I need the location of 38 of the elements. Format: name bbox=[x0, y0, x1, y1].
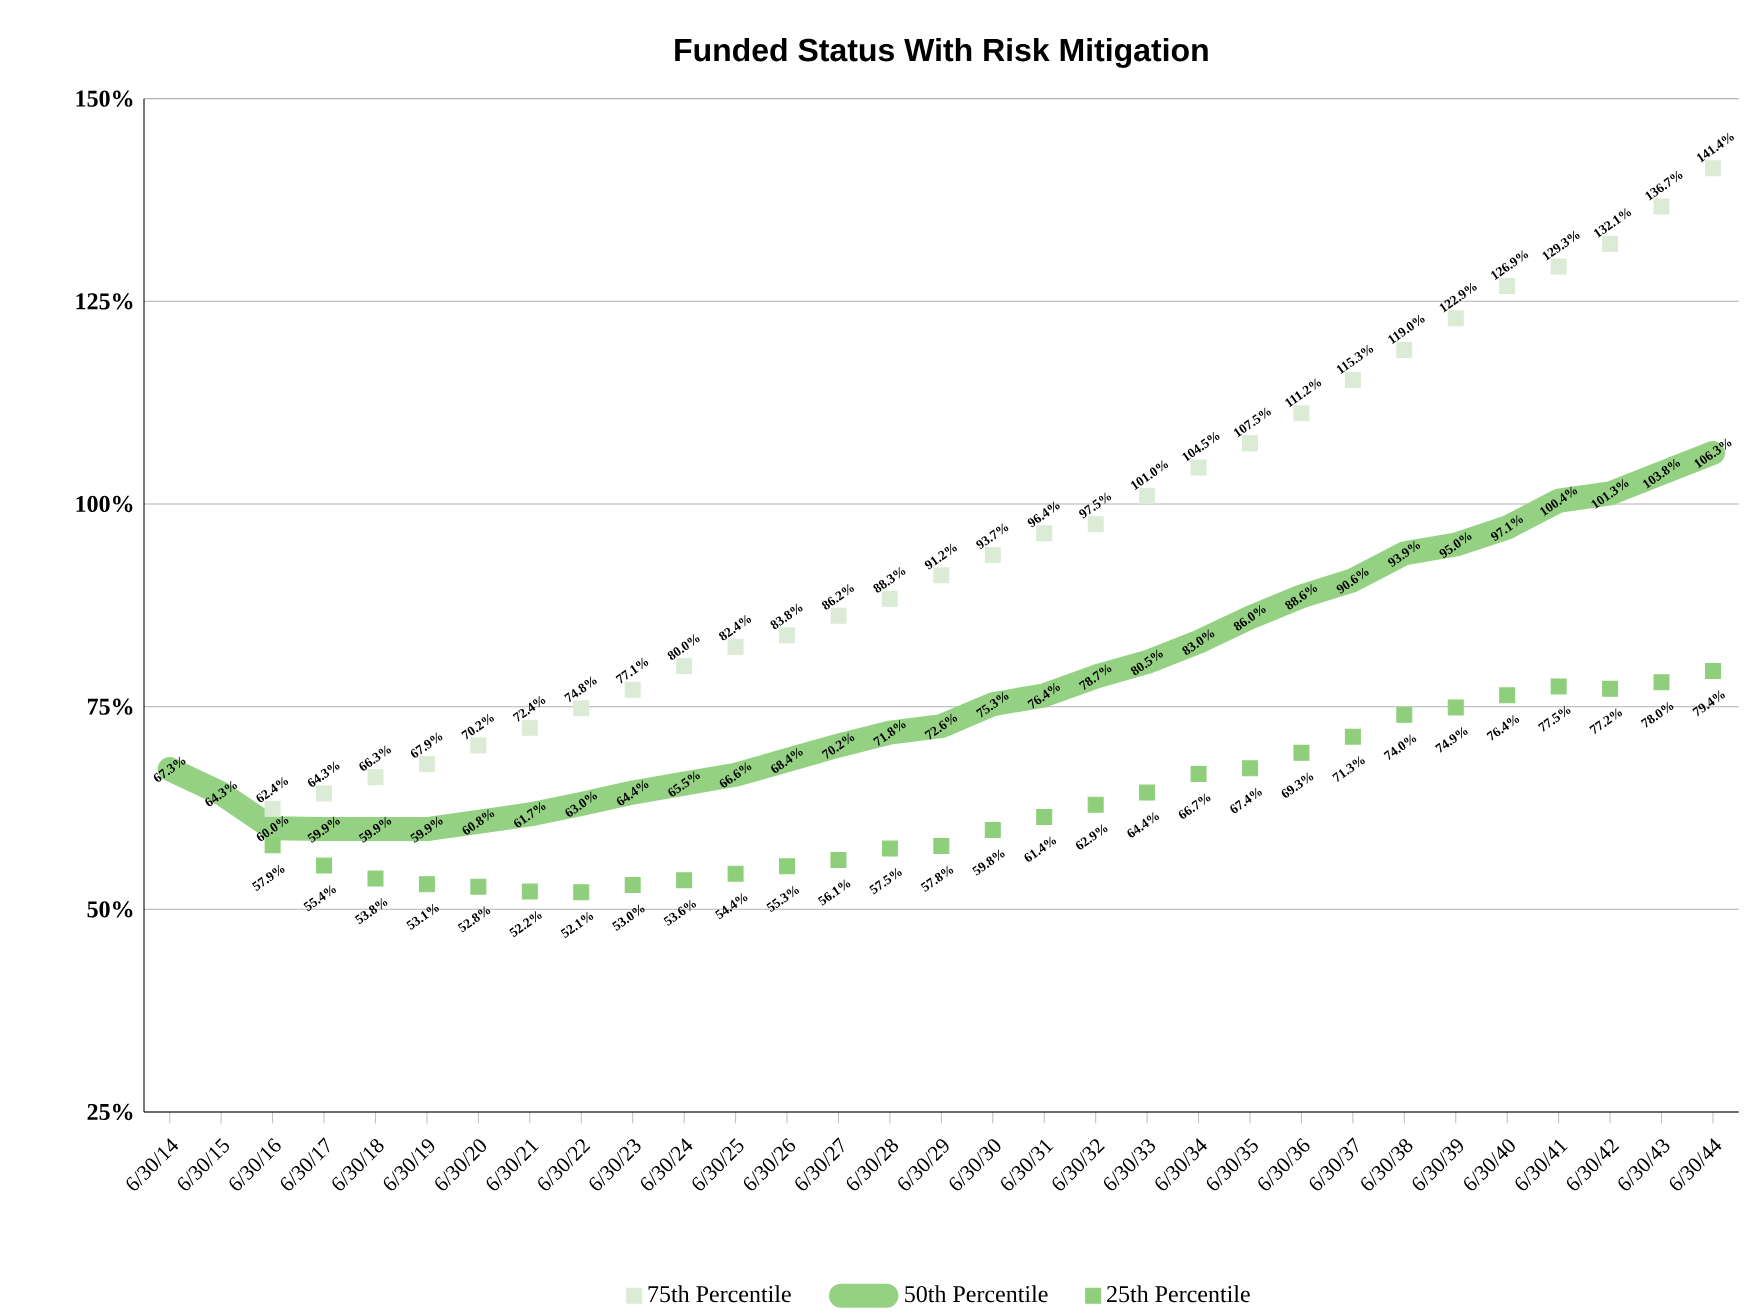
point bbox=[1036, 808, 1053, 825]
y-tick-label: 50% bbox=[87, 900, 133, 918]
point bbox=[779, 858, 796, 875]
point bbox=[933, 837, 950, 854]
y-tick-label: 25% bbox=[87, 1103, 133, 1120]
point bbox=[1447, 699, 1464, 716]
point bbox=[984, 821, 1001, 838]
point bbox=[470, 878, 487, 895]
point bbox=[881, 840, 898, 857]
legend-label: 25th Percentile bbox=[1107, 1285, 1250, 1302]
point bbox=[367, 870, 384, 887]
point bbox=[624, 876, 641, 893]
y-tick-label: 75% bbox=[87, 698, 133, 715]
point bbox=[521, 883, 538, 900]
point bbox=[1653, 674, 1670, 691]
legend-label: 50th Percentile bbox=[905, 1285, 1048, 1302]
point bbox=[1190, 765, 1207, 782]
y-tick-label: 150% bbox=[76, 90, 133, 107]
point bbox=[1293, 744, 1310, 761]
point bbox=[418, 875, 435, 892]
y-tick-label: 125% bbox=[76, 292, 133, 310]
point bbox=[316, 857, 333, 874]
point bbox=[1139, 784, 1156, 801]
chart-title: Funded Status With Risk Mitigation bbox=[675, 37, 1208, 68]
point bbox=[1550, 678, 1567, 695]
point bbox=[1396, 706, 1413, 723]
point bbox=[1241, 759, 1259, 776]
point bbox=[727, 865, 744, 882]
y-tick-label: 100% bbox=[76, 495, 133, 512]
point bbox=[1704, 662, 1721, 679]
point bbox=[1499, 686, 1516, 704]
point bbox=[1602, 680, 1619, 697]
point bbox=[1344, 728, 1361, 745]
point bbox=[676, 871, 693, 888]
point bbox=[830, 851, 847, 868]
legend-label: 75th Percentile bbox=[648, 1285, 791, 1302]
point bbox=[1087, 796, 1104, 813]
point bbox=[573, 883, 590, 900]
